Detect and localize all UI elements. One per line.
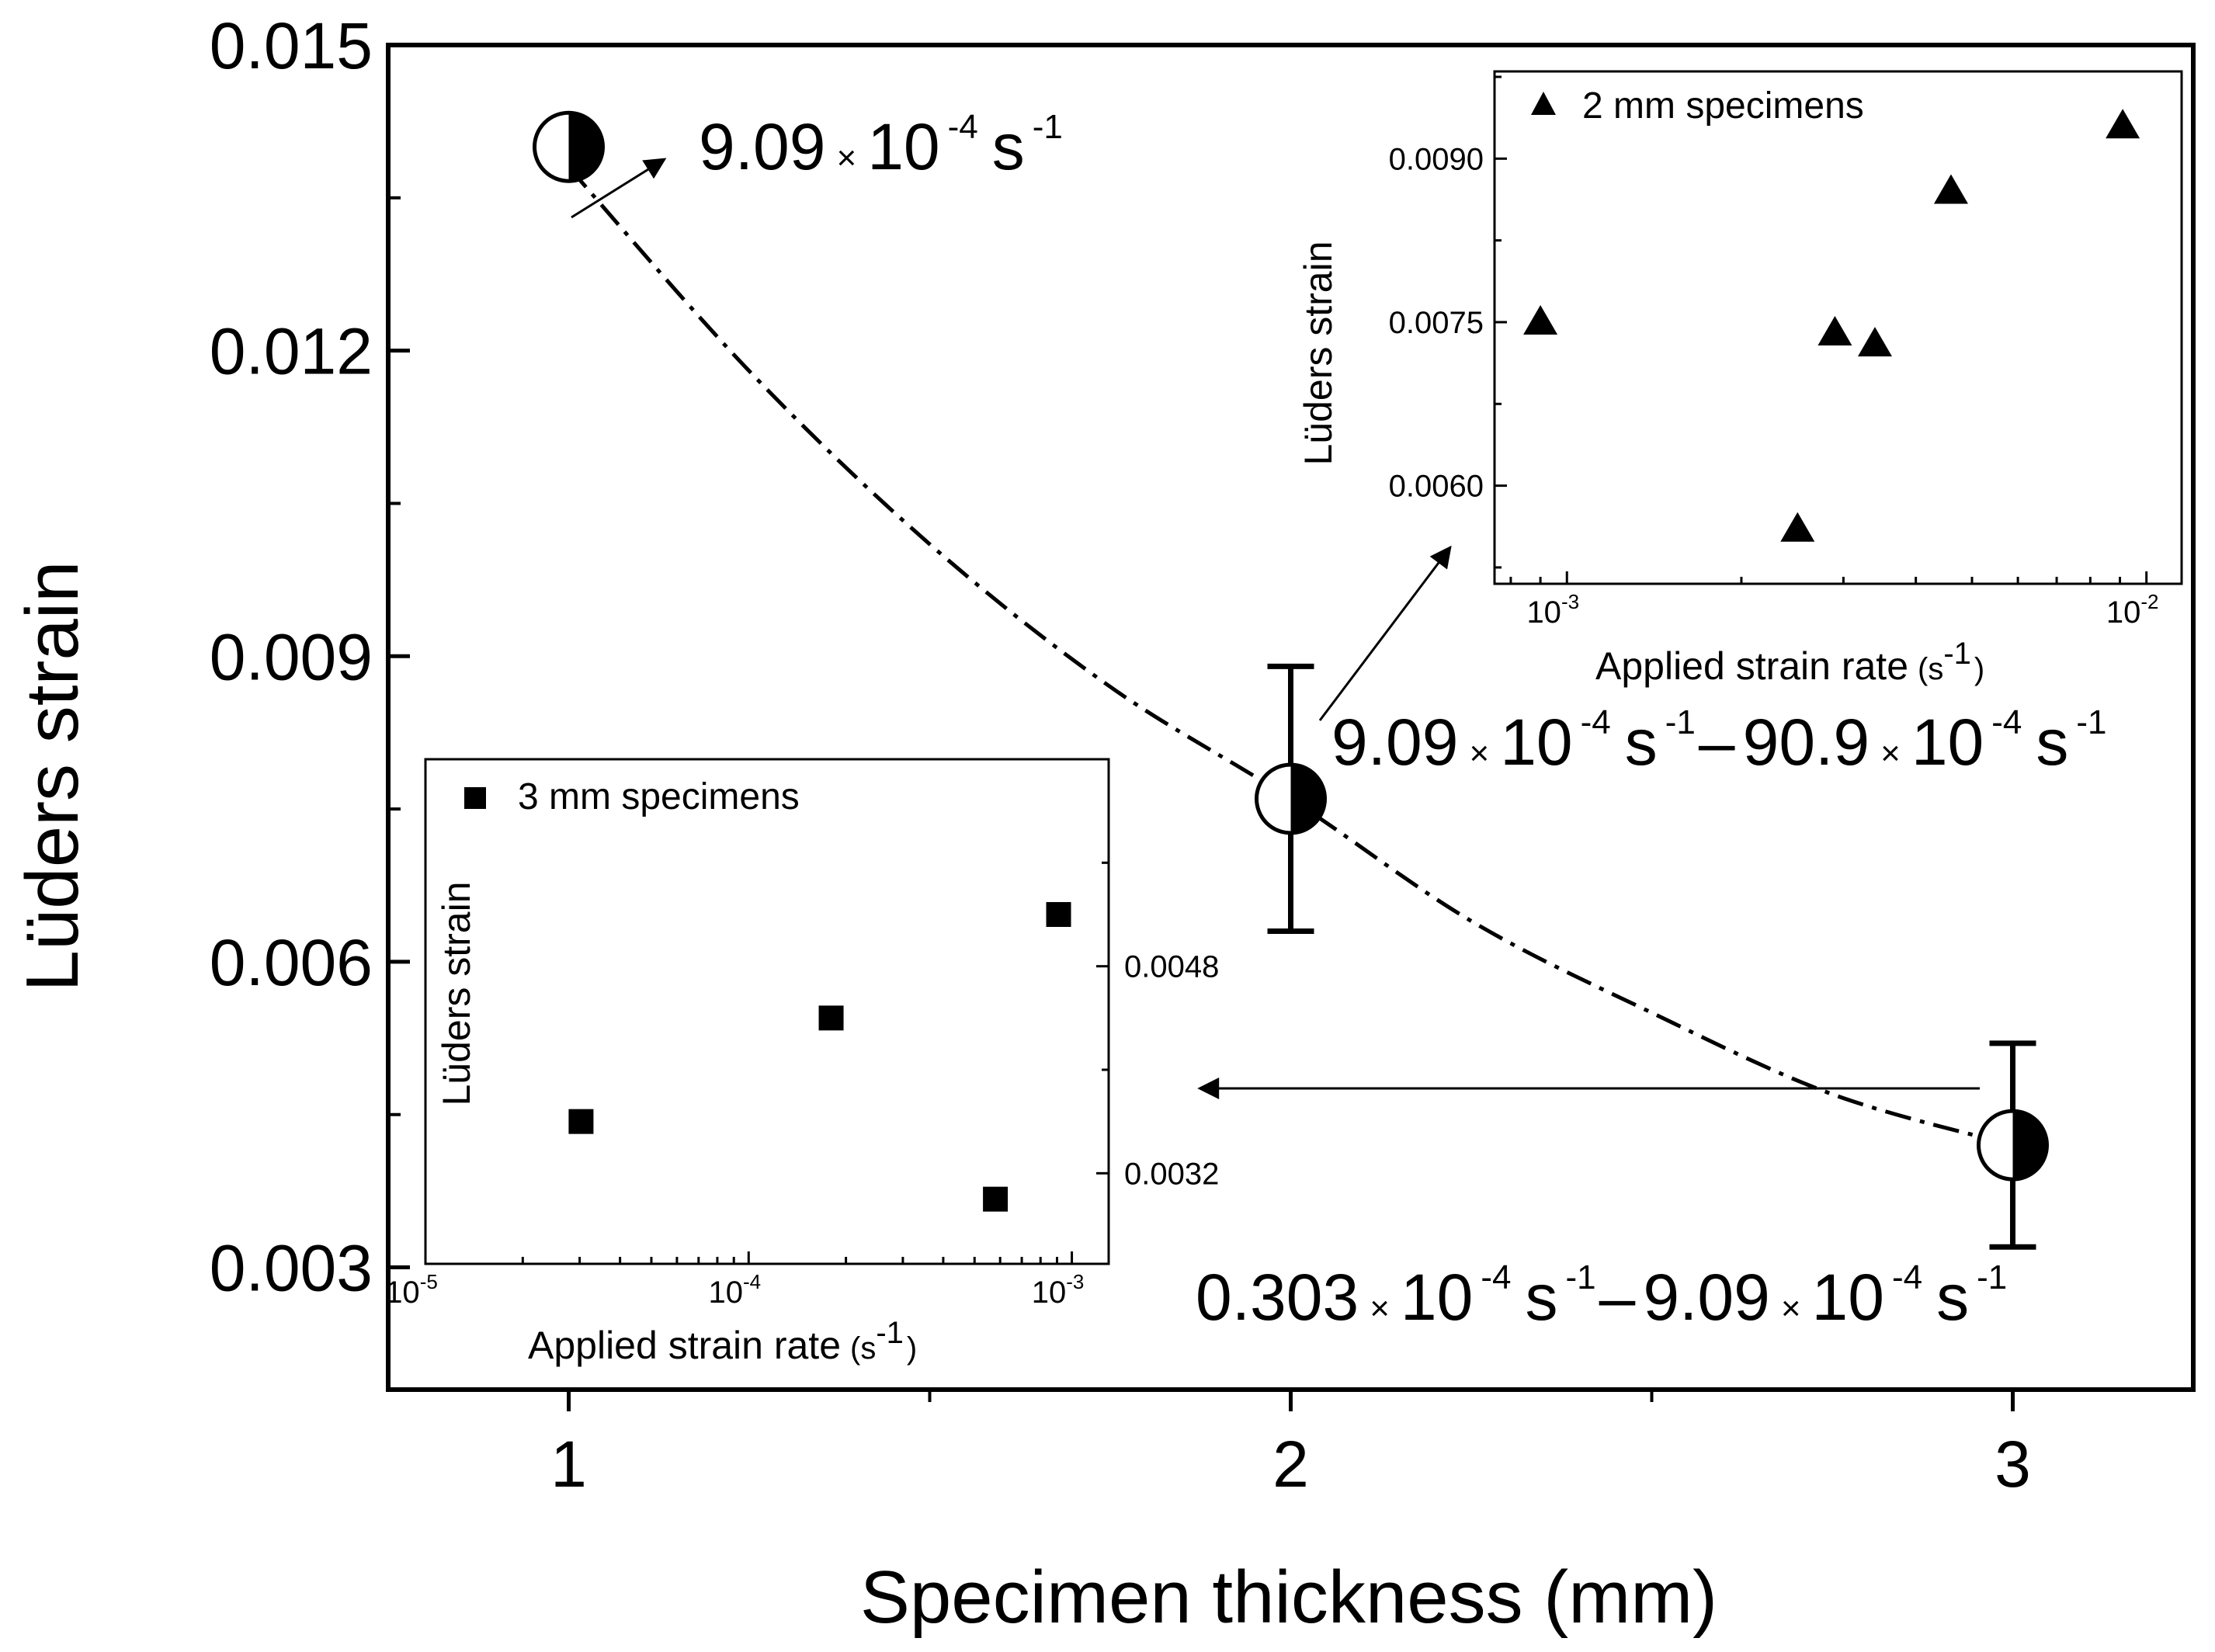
main-y-tick-label: 0.006 bbox=[210, 926, 373, 999]
inset-2mm-x-title: Applied strain rate (s-1) bbox=[1595, 637, 1984, 688]
inset-2mm-x-axis: 10-3 10-2 bbox=[1509, 571, 2159, 630]
arrow-2mm-to-inset bbox=[1318, 545, 1452, 721]
triangle-point bbox=[2106, 109, 2140, 139]
half-filled-point-fill bbox=[1290, 764, 1325, 833]
inset-3mm-legend: 3 mm specimens bbox=[518, 776, 800, 817]
annotation-2mm: 9.09 × 10 -4 s -1– 90.9 × 10 -4 s -1 bbox=[1331, 703, 2107, 779]
square-point bbox=[818, 1005, 844, 1031]
main-x-tick-label: 1 bbox=[550, 1428, 587, 1501]
inset-3mm-y-axis: 0.0032 0.0048 bbox=[1096, 861, 1219, 1191]
arrow-1mm bbox=[571, 158, 667, 219]
inset-y-tick-label: 0.0075 bbox=[1389, 306, 1484, 340]
legend-triangle-icon bbox=[1531, 92, 1556, 115]
main-x-tick-label: 3 bbox=[1995, 1428, 2031, 1501]
main-y-tick-label: 0.012 bbox=[210, 315, 373, 388]
main-x-tick-label: 2 bbox=[1272, 1428, 1309, 1501]
inset-2mm-y-title: Lüders strain bbox=[1297, 241, 1340, 465]
triangle-point bbox=[1933, 174, 1968, 204]
inset-3mm-x-title: Applied strain rate (s-1) bbox=[528, 1316, 917, 1367]
inset-3mm-frame bbox=[424, 758, 1110, 1265]
main-y-tick-label: 0.015 bbox=[210, 9, 373, 82]
inset-x-tick-label: 10-3 bbox=[1032, 1270, 1085, 1310]
main-y-axis: 0.003 0.006 0.009 0.012 0.015 bbox=[210, 9, 410, 1305]
inset-x-tick-label: 10-5 bbox=[385, 1270, 438, 1310]
half-filled-point-fill bbox=[568, 113, 603, 182]
inset-y-tick-label: 0.0048 bbox=[1124, 950, 1219, 984]
triangle-point bbox=[1780, 512, 1815, 542]
triangle-point bbox=[1817, 316, 1852, 346]
legend-square-icon bbox=[464, 787, 486, 809]
main-points bbox=[533, 110, 2049, 1250]
main-y-tick-label: 0.009 bbox=[210, 620, 373, 693]
inset-2mm-legend: 2 mm specimens bbox=[1582, 85, 1864, 127]
inset-x-tick-label: 10-2 bbox=[2106, 590, 2159, 630]
triangle-point bbox=[1857, 327, 1892, 357]
inset-3mm: 0.0032 0.0048 10-5 10-4 10-3 3 mm specimens… bbox=[385, 758, 1219, 1367]
inset-y-tick-label: 0.0090 bbox=[1389, 142, 1484, 176]
inset-2mm: 0.0060 0.0075 0.0090 10-3 10-2 2 mm specime… bbox=[1297, 70, 2183, 688]
main-y-tick-label: 0.003 bbox=[210, 1232, 373, 1305]
main-x-axis: 1 2 3 bbox=[550, 1390, 2031, 1501]
half-filled-point-fill bbox=[2012, 1111, 2047, 1180]
inset-3mm-y-title: Lüders strain bbox=[435, 881, 478, 1105]
inset-2mm-y-axis: 0.0060 0.0075 0.0090 bbox=[1389, 75, 1507, 569]
square-point bbox=[983, 1186, 1009, 1212]
main-y-axis-title: Lüders strain bbox=[11, 561, 94, 992]
inset-3mm-x-axis: 10-5 10-4 10-3 bbox=[385, 1251, 1084, 1310]
square-point bbox=[1046, 902, 1071, 927]
triangle-point bbox=[1523, 304, 1558, 335]
inset-x-tick-label: 10-4 bbox=[708, 1270, 761, 1310]
annotation-1mm: 9.09 × 10 -4 s -1 bbox=[699, 108, 1063, 183]
inset-y-tick-label: 0.0032 bbox=[1124, 1157, 1219, 1191]
main-x-axis-title: Specimen thickness (mm) bbox=[860, 1556, 1717, 1639]
trend-line bbox=[567, 165, 2014, 1147]
inset-3mm-points bbox=[568, 902, 1071, 1212]
square-point bbox=[568, 1109, 594, 1134]
inset-x-tick-label: 10-3 bbox=[1526, 590, 1579, 630]
annotation-3mm: 0.303 × 10 -4 s -1– 9.09 × 10 -4 s -1 bbox=[1196, 1258, 2007, 1334]
inset-y-tick-label: 0.0060 bbox=[1389, 470, 1484, 504]
inset-2mm-points bbox=[1523, 109, 2140, 542]
